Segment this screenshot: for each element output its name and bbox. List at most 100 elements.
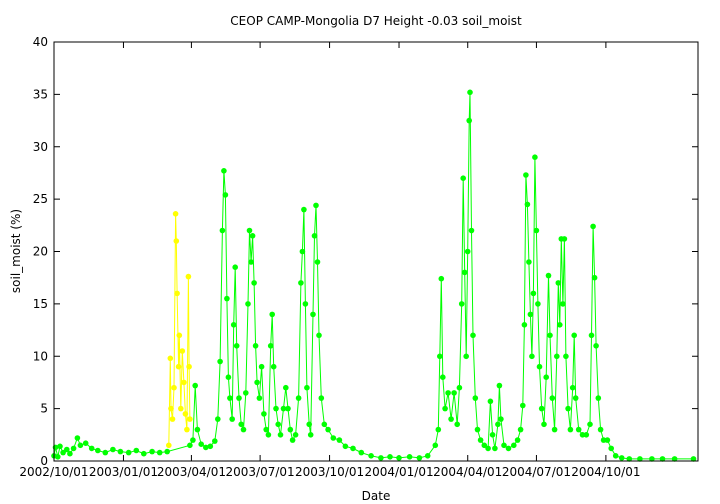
data-point [215,416,221,422]
series-line [53,92,694,460]
data-point [171,384,177,391]
data-point [169,416,176,422]
data-point [187,416,193,422]
data-point [567,426,574,433]
data-point [306,421,313,428]
y-tick-label: 10 [33,349,48,363]
data-point [125,449,132,456]
data-point [156,449,163,456]
data-point [511,442,517,449]
data-point [64,446,70,453]
data-point [110,446,116,453]
data-point [454,421,461,428]
data-point [176,332,183,339]
data-point [466,117,473,124]
data-point [514,437,521,443]
data-point [246,227,253,234]
data-point [70,445,77,452]
data-point [269,311,276,318]
data-point [251,280,257,286]
data-point [505,445,512,452]
data-point [77,442,84,449]
data-point [295,395,302,401]
data-point [588,332,595,339]
data-point [190,437,196,443]
y-tick-label: 15 [33,297,48,311]
data-point [167,355,174,362]
data-point [604,437,611,443]
data-point [530,290,537,297]
data-point [252,343,259,349]
data-point [314,259,321,265]
data-point [575,426,582,433]
data-point [194,426,201,433]
data-point [55,454,61,460]
data-point [261,411,267,417]
x-tick-label: 2004/01/01 [364,465,433,479]
data-point [358,449,365,456]
data-point [173,238,180,244]
data-point [659,456,666,462]
data-point [492,445,498,452]
data-point [424,453,431,459]
data-point [590,223,596,230]
data-point [498,416,504,422]
y-tick-label: 20 [33,245,48,259]
data-point [233,343,240,349]
data-point [555,280,562,286]
data-point [299,248,306,255]
x-tick-label: 2004/10/01 [571,465,640,479]
data-point [273,405,279,412]
data-point [378,455,384,461]
data-point [304,384,310,391]
data-point [254,379,260,386]
data-point [387,454,393,460]
series-1 [166,211,193,449]
y-tick-label: 30 [33,140,48,154]
data-point [649,456,655,462]
data-point [438,275,445,282]
data-point [181,379,187,386]
data-point [463,353,470,360]
data-point [67,450,73,457]
data-point [298,280,304,286]
data-point [487,398,494,405]
data-point [593,343,599,349]
data-point [232,264,238,271]
data-point [481,442,488,449]
data-point [275,421,282,428]
data-point [149,448,155,455]
data-point [591,274,598,281]
data-point [336,437,343,443]
data-point [229,416,235,422]
data-point [270,363,277,370]
x-tick-label: 2003/04/01 [157,465,226,479]
data-point [224,295,230,302]
data-point [265,432,272,438]
data-point [545,272,552,279]
data-point [535,301,541,307]
data-point [612,453,619,459]
data-point [187,442,193,449]
series-0 [51,89,697,462]
data-point [572,395,579,401]
data-point [302,301,309,307]
data-point [549,395,556,401]
data-point [174,290,180,297]
data-point [435,426,442,433]
data-point [618,455,625,461]
data-point [198,441,204,448]
data-point [501,442,507,449]
data-point [311,233,318,239]
data-point [203,444,209,451]
data-point [240,426,247,433]
x-axis-label: Date [362,489,391,503]
data-point [368,453,374,459]
data-point [547,332,553,339]
data-point [258,363,265,370]
data-point [527,311,534,318]
data-point [182,411,189,417]
data-point [485,445,491,452]
